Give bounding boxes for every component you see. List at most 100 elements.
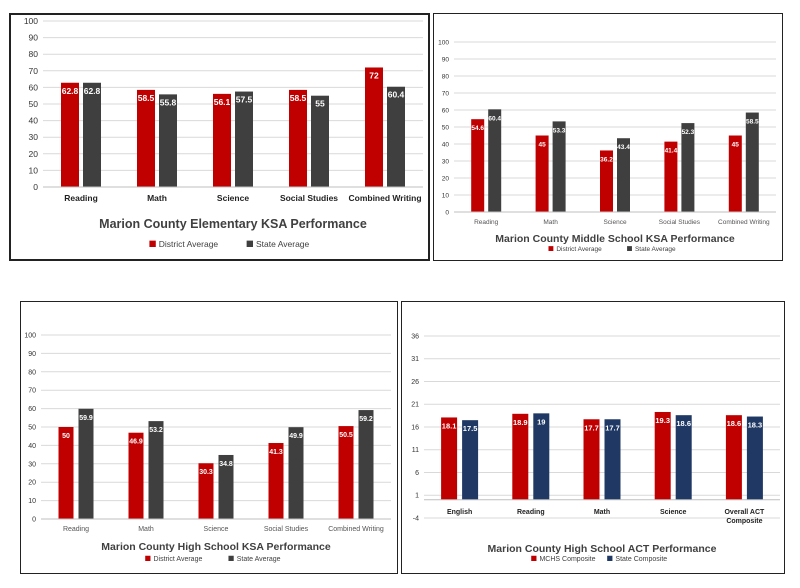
legend-swatch <box>149 240 156 247</box>
y-tick-label: 36 <box>411 333 419 340</box>
data-label: 46.9 <box>129 439 143 446</box>
x-tick-label: Science <box>217 193 249 203</box>
bar <box>535 135 549 212</box>
y-tick-label: 90 <box>442 56 450 63</box>
y-tick-label: 6 <box>415 470 419 477</box>
x-tick-label: Combined Writing <box>718 219 770 226</box>
x-tick-label: Math <box>147 193 167 203</box>
data-label: 52.3 <box>682 129 695 136</box>
x-tick-label: English <box>447 509 472 516</box>
data-label: 18.6 <box>727 419 742 428</box>
bar <box>617 138 630 212</box>
bar <box>137 89 155 187</box>
bar <box>387 86 405 187</box>
x-tick-label: Social Studies <box>659 219 701 226</box>
legend-swatch <box>228 555 234 561</box>
legend-label: State Average <box>256 239 310 249</box>
y-tick-label: 30 <box>28 461 36 468</box>
bar <box>365 67 383 187</box>
data-label: 36.2 <box>600 156 613 163</box>
data-label: 19.3 <box>655 416 670 425</box>
legend-label: District Average <box>556 246 602 253</box>
chart-title: Marion County High School KSA Performanc… <box>101 541 331 553</box>
legend-label: State Average <box>635 246 676 253</box>
x-tick-label: Math <box>594 509 610 516</box>
y-tick-label: 21 <box>411 402 419 409</box>
bar <box>128 432 144 519</box>
data-label: 55.8 <box>160 97 177 107</box>
bar <box>552 121 566 212</box>
data-label: 59.9 <box>79 415 93 422</box>
y-tick-label: 70 <box>29 66 39 76</box>
y-tick-label: 0 <box>445 209 449 216</box>
y-tick-label: 90 <box>29 33 39 43</box>
legend-label: MCHS Composite <box>539 556 595 563</box>
bar <box>681 123 695 212</box>
data-label: 17.7 <box>584 423 599 432</box>
x-tick-label: Reading <box>517 509 545 516</box>
bar <box>471 119 485 212</box>
x-tick-label: Composite <box>726 518 762 525</box>
data-label: 41.3 <box>269 449 283 456</box>
data-label: 18.3 <box>748 421 763 430</box>
data-label: 49.9 <box>289 433 303 440</box>
y-tick-label: 100 <box>438 39 449 46</box>
y-tick-label: 40 <box>28 443 36 450</box>
bar <box>746 416 763 500</box>
bar <box>488 109 502 212</box>
chart-panel-middle-school: 0 10 20 30 40 50 60 70 80 90 100 54.6 60.4 Reading 45 5… <box>433 13 783 261</box>
y-tick-label: 70 <box>442 90 450 97</box>
bar <box>268 443 284 519</box>
chart-title: Marion County High School ACT Performanc… <box>488 543 717 555</box>
data-label: 55 <box>315 99 325 109</box>
y-tick-label: 60 <box>29 82 39 92</box>
data-label: 45 <box>732 142 740 149</box>
data-label: 45 <box>538 142 546 149</box>
bar <box>58 427 74 519</box>
bar <box>441 417 458 500</box>
bar <box>512 413 529 500</box>
bar <box>235 91 253 187</box>
y-tick-label: 40 <box>29 116 39 126</box>
data-label: 34.8 <box>219 461 233 468</box>
y-tick-label: 30 <box>442 158 450 165</box>
y-tick-label: 16 <box>411 424 419 431</box>
x-tick-label: Math <box>543 219 558 226</box>
data-label: 53.2 <box>149 427 163 434</box>
data-label: 18.6 <box>676 419 691 428</box>
chart-high-school: 0 10 20 30 40 50 60 70 80 90 100 50 59.9 Reading 46.9 5… <box>24 332 391 563</box>
bar <box>728 135 742 212</box>
y-tick-label: 70 <box>28 388 36 395</box>
y-tick-label: 40 <box>442 141 450 148</box>
x-tick-label: Combined Writing <box>348 193 421 203</box>
data-label: 60.4 <box>388 90 405 100</box>
y-tick-label: 0 <box>33 182 38 192</box>
bar <box>664 141 678 212</box>
bar <box>311 95 329 187</box>
data-label: 57.5 <box>236 95 253 105</box>
y-tick-label: 10 <box>29 165 39 175</box>
bar <box>604 419 621 500</box>
y-tick-label: 100 <box>24 16 38 26</box>
chart-panel-act: -4 1 6 11 16 21 26 31 36 18.1 17.5 English 18.9 19 Rea… <box>401 301 785 574</box>
legend-swatch <box>607 555 613 561</box>
x-tick-label: Reading <box>63 526 89 533</box>
chart-elementary: 0 10 20 30 40 50 60 70 80 90 100 62.8 62.8 Reading 58.… <box>24 16 423 249</box>
y-tick-label: 26 <box>411 379 419 386</box>
data-label: 72 <box>369 70 379 80</box>
bar <box>654 411 671 500</box>
bar <box>288 427 304 519</box>
bar <box>675 415 692 500</box>
data-label: 56.1 <box>214 97 231 107</box>
data-label: 58.5 <box>290 93 307 103</box>
legend-label: District Average <box>153 556 202 563</box>
data-label: 58.5 <box>746 119 759 126</box>
chart-panel-elementary: 0 10 20 30 40 50 60 70 80 90 100 62.8 62.8 Reading 58.… <box>9 13 430 261</box>
data-label: 62.8 <box>84 86 101 96</box>
x-tick-label: Social Studies <box>280 193 338 203</box>
legend-label: State Composite <box>615 556 667 563</box>
bar <box>583 419 600 500</box>
bar <box>533 413 550 500</box>
bar <box>462 420 479 500</box>
